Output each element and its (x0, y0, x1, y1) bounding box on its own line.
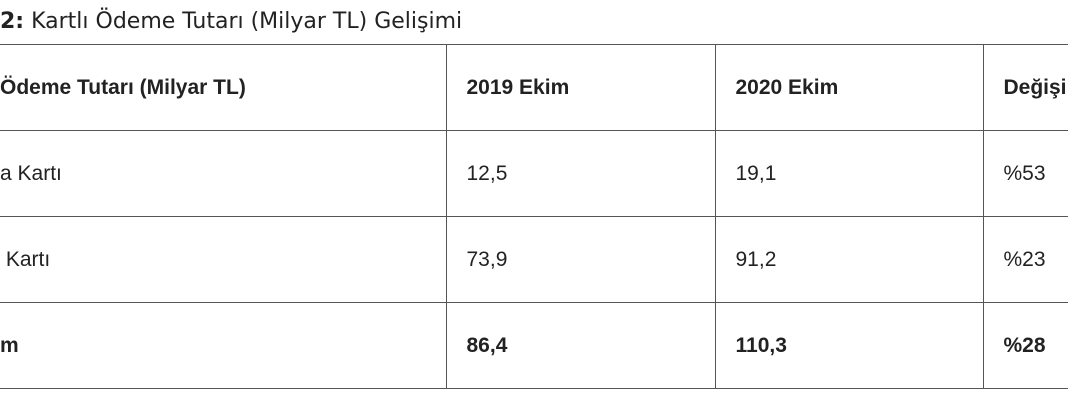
table-cell: 19,1 (714, 130, 983, 217)
table-cell: %23 (982, 216, 1068, 303)
table-cell: m (0, 302, 446, 389)
caption-label: 2: (0, 9, 25, 34)
header-row: Ödeme Tutarı (Milyar TL) 2019 Ekim 2020 Ek… (0, 44, 1068, 131)
table-cell: 110,3 (714, 302, 983, 389)
table-cell: 12,5 (445, 130, 715, 217)
header-cell: 2020 Ekim (714, 44, 983, 131)
table-cell: 91,2 (714, 216, 983, 303)
table-cell: a Kartı (0, 130, 446, 217)
header-cell: Ödeme Tutarı (Milyar TL) (0, 44, 446, 131)
table-caption: 2: Kartlı Ödeme Tutarı (Milyar TL) Geliş… (0, 8, 462, 36)
table-row: Kartı 73,9 91,2 %23 (0, 216, 1068, 303)
table-row: m 86,4 110,3 %28 (0, 302, 1068, 389)
table-row: a Kartı 12,5 19,1 %53 (0, 130, 1068, 217)
table-cell: %53 (982, 130, 1068, 217)
table-cell: 86,4 (445, 302, 715, 389)
header-cell: Değişi (982, 44, 1068, 131)
data-table: Ödeme Tutarı (Milyar TL) 2019 Ekim 2020 Ek… (0, 44, 1068, 389)
header-cell: 2019 Ekim (445, 44, 715, 131)
table-cell: 73,9 (445, 216, 715, 303)
caption-text: Kartlı Ödeme Tutarı (Milyar TL) Gelişimi (31, 9, 463, 34)
table-cell: Kartı (0, 216, 446, 303)
table-cell: %28 (982, 302, 1068, 389)
